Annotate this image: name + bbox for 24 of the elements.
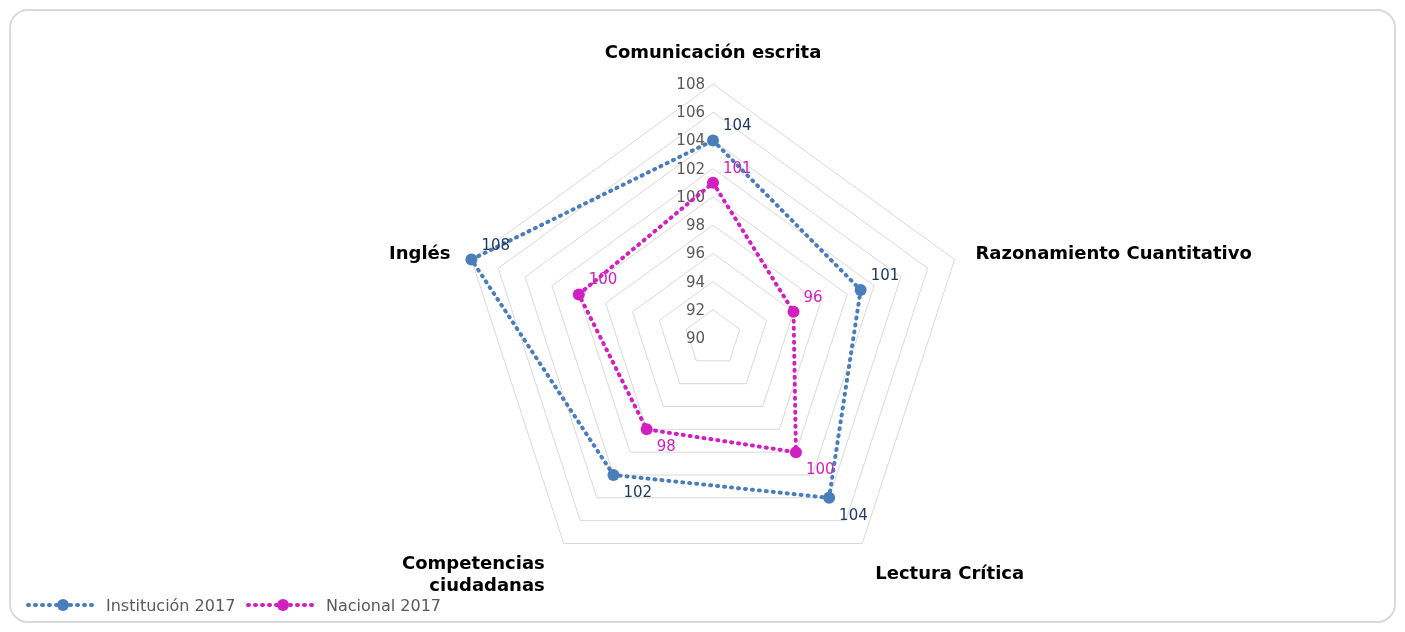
spoke-label: Competencias ciudadanas <box>402 552 545 596</box>
y-tick-label: 104 <box>676 131 705 150</box>
spoke-label: Comunicación escrita <box>604 41 822 62</box>
spoke-label: Lectura Crítica <box>875 562 1025 584</box>
legend-label: Nacional 2017 <box>326 596 441 615</box>
y-tick-label: 96 <box>685 244 705 263</box>
data-label: 100 <box>805 460 835 479</box>
legend-label: Institución 2017 <box>106 596 236 615</box>
y-tick-label: 108 <box>676 75 705 93</box>
spoke-label: Inglés <box>389 241 451 263</box>
data-label: 101 <box>723 158 752 177</box>
data-label: 104 <box>839 505 868 524</box>
data-label: 98 <box>656 437 676 456</box>
data-label: 102 <box>623 482 653 501</box>
y-tick-label: 94 <box>685 272 705 291</box>
data-label: 101 <box>870 266 900 285</box>
y-tick-label: 92 <box>685 300 705 319</box>
y-tick-label: 98 <box>685 216 705 235</box>
y-tick-label: 102 <box>676 159 705 178</box>
data-label: 96 <box>803 287 823 306</box>
data-label: 104 <box>723 116 752 135</box>
y-tick-label: 90 <box>685 329 705 347</box>
y-tick-label: 106 <box>676 103 705 122</box>
spoke-label: Razonamiento Cuantitativo <box>975 241 1252 263</box>
